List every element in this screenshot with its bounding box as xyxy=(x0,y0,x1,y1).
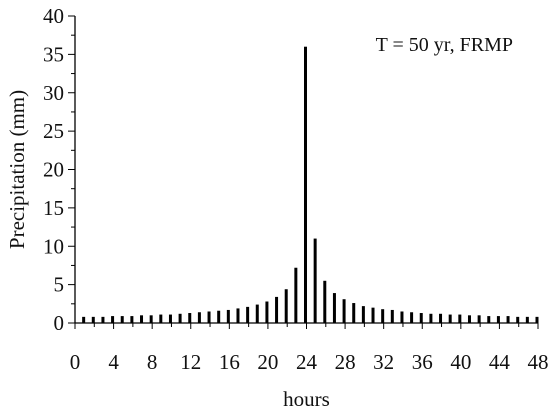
bar-hour-12 xyxy=(188,313,192,323)
x-tick-label: 24 xyxy=(296,350,318,374)
x-tick-label: 16 xyxy=(219,350,240,374)
x-tick-label: 36 xyxy=(412,350,433,374)
bars-group xyxy=(82,46,539,323)
x-tick-label: 48 xyxy=(528,350,549,374)
bar-hour-25 xyxy=(313,238,317,323)
bar-hour-9 xyxy=(159,314,163,323)
bar-hour-28 xyxy=(342,299,346,323)
bar-hour-47 xyxy=(525,316,529,323)
bar-hour-35 xyxy=(410,312,414,323)
bar-hour-2 xyxy=(91,316,95,323)
y-tick-label: 20 xyxy=(43,158,64,182)
bar-hour-23 xyxy=(294,267,298,323)
bar-hour-3 xyxy=(101,316,105,323)
bar-hour-5 xyxy=(120,316,124,323)
bar-hour-43 xyxy=(487,316,491,323)
y-axis-ticks: 0 5 10 15 20 25 30 35 40 xyxy=(43,4,75,335)
bar-hour-41 xyxy=(467,315,471,323)
y-tick-label: 25 xyxy=(43,119,64,143)
x-tick-label: 32 xyxy=(373,350,394,374)
bar-hour-32 xyxy=(381,309,385,323)
bar-hour-1 xyxy=(82,316,86,323)
chart-annotation: T = 50 yr, FRMP xyxy=(376,34,513,56)
bar-hour-14 xyxy=(207,311,211,323)
x-tick-label: 20 xyxy=(257,350,278,374)
bar-hour-18 xyxy=(246,306,250,323)
y-tick-label: 10 xyxy=(43,234,64,258)
bar-hour-17 xyxy=(236,308,240,323)
bar-hour-39 xyxy=(448,314,452,323)
bar-hour-19 xyxy=(255,304,259,323)
bar-hour-27 xyxy=(332,293,336,323)
y-tick-label: 40 xyxy=(43,4,64,28)
bar-hour-48 xyxy=(535,316,539,323)
bar-hour-38 xyxy=(439,313,443,323)
x-tick-label: 40 xyxy=(450,350,471,374)
bar-hour-37 xyxy=(429,313,433,323)
y-tick-label: 30 xyxy=(43,81,64,105)
bar-hour-46 xyxy=(516,316,520,323)
bar-hour-21 xyxy=(275,296,279,323)
bar-hour-4 xyxy=(111,316,115,323)
x-tick-label: 44 xyxy=(489,350,511,374)
bar-hour-20 xyxy=(265,301,269,323)
bar-hour-29 xyxy=(352,303,356,323)
y-tick-label: 15 xyxy=(43,196,64,220)
x-axis-label: hours xyxy=(283,387,330,411)
bar-hour-36 xyxy=(419,313,423,323)
bar-hour-30 xyxy=(361,306,365,323)
x-tick-label: 28 xyxy=(335,350,356,374)
x-tick-label: 8 xyxy=(147,350,158,374)
y-tick-label: 35 xyxy=(43,42,64,66)
bar-hour-11 xyxy=(178,313,182,323)
bar-hour-44 xyxy=(496,316,500,323)
bar-hour-10 xyxy=(168,314,172,323)
bar-hour-45 xyxy=(506,316,510,323)
bar-hour-26 xyxy=(323,280,327,323)
bar-hour-34 xyxy=(400,311,404,323)
y-axis-label: Precipitation (mm) xyxy=(5,90,29,249)
bar-hour-16 xyxy=(226,309,230,323)
bar-hour-8 xyxy=(149,315,153,323)
y-tick-label: 0 xyxy=(54,311,65,335)
x-tick-label: 12 xyxy=(180,350,201,374)
bar-hour-22 xyxy=(284,289,288,323)
bar-hour-42 xyxy=(477,315,481,323)
bar-hour-6 xyxy=(130,316,134,323)
bar-hour-40 xyxy=(458,314,462,323)
bar-hour-24 xyxy=(304,46,307,323)
bar-hour-33 xyxy=(390,309,394,323)
y-tick-label: 5 xyxy=(54,273,65,297)
bar-hour-15 xyxy=(217,310,221,323)
bar-hour-31 xyxy=(371,307,375,323)
bar-hour-13 xyxy=(197,312,201,323)
x-tick-label: 0 xyxy=(70,350,81,374)
x-axis-ticks: 0 4 8 12 16 20 24 28 32 36 40 44 48 xyxy=(70,323,549,374)
bar-hour-7 xyxy=(140,315,144,323)
x-tick-label: 4 xyxy=(108,350,119,374)
